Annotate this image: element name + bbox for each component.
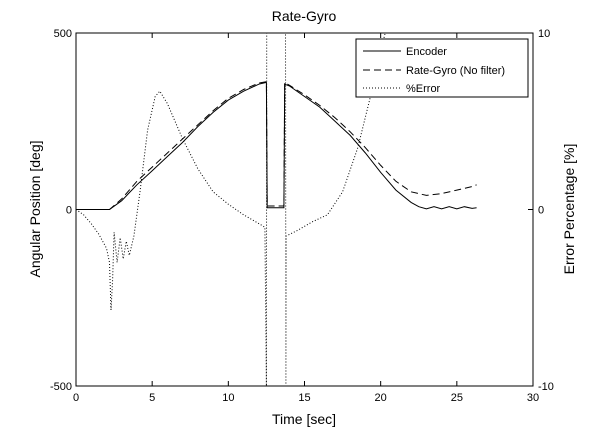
series-line-rate-gyro xyxy=(76,81,477,210)
x-tick-label: 10 xyxy=(222,392,234,404)
legend: Encoder Rate-Gyro (No filter) %Error xyxy=(355,38,529,98)
series-line-error xyxy=(75,32,386,387)
series-line-encoder xyxy=(76,81,477,210)
y2-tick-label: 10 xyxy=(538,28,550,40)
x-tick-label: 20 xyxy=(375,392,387,404)
x-tick-label: 0 xyxy=(73,392,79,404)
series-lines xyxy=(75,32,477,387)
x-tick-label: 25 xyxy=(451,392,463,404)
y-axis-label: Angular Position [deg] xyxy=(27,141,43,278)
y-tick-label: 0 xyxy=(66,205,72,217)
legend-box xyxy=(355,38,529,98)
y-tick-label: 500 xyxy=(54,28,72,40)
legend-label-rate-gyro: Rate-Gyro (No filter) xyxy=(406,65,505,77)
y-tick-label: -500 xyxy=(50,381,72,393)
x-axis-label: Time [sec] xyxy=(272,411,336,427)
x-tick-label: 30 xyxy=(527,392,539,404)
chart-title: Rate-Gyro xyxy=(272,8,337,24)
y2-axis-label: Error Percentage [%] xyxy=(561,144,577,275)
y2-tick-label: -10 xyxy=(538,381,554,393)
y2-tick-label: 0 xyxy=(538,205,544,217)
legend-label-encoder: Encoder xyxy=(406,46,447,58)
legend-label-error: %Error xyxy=(406,83,441,95)
x-tick-label: 5 xyxy=(149,392,155,404)
x-tick-label: 15 xyxy=(298,392,310,404)
